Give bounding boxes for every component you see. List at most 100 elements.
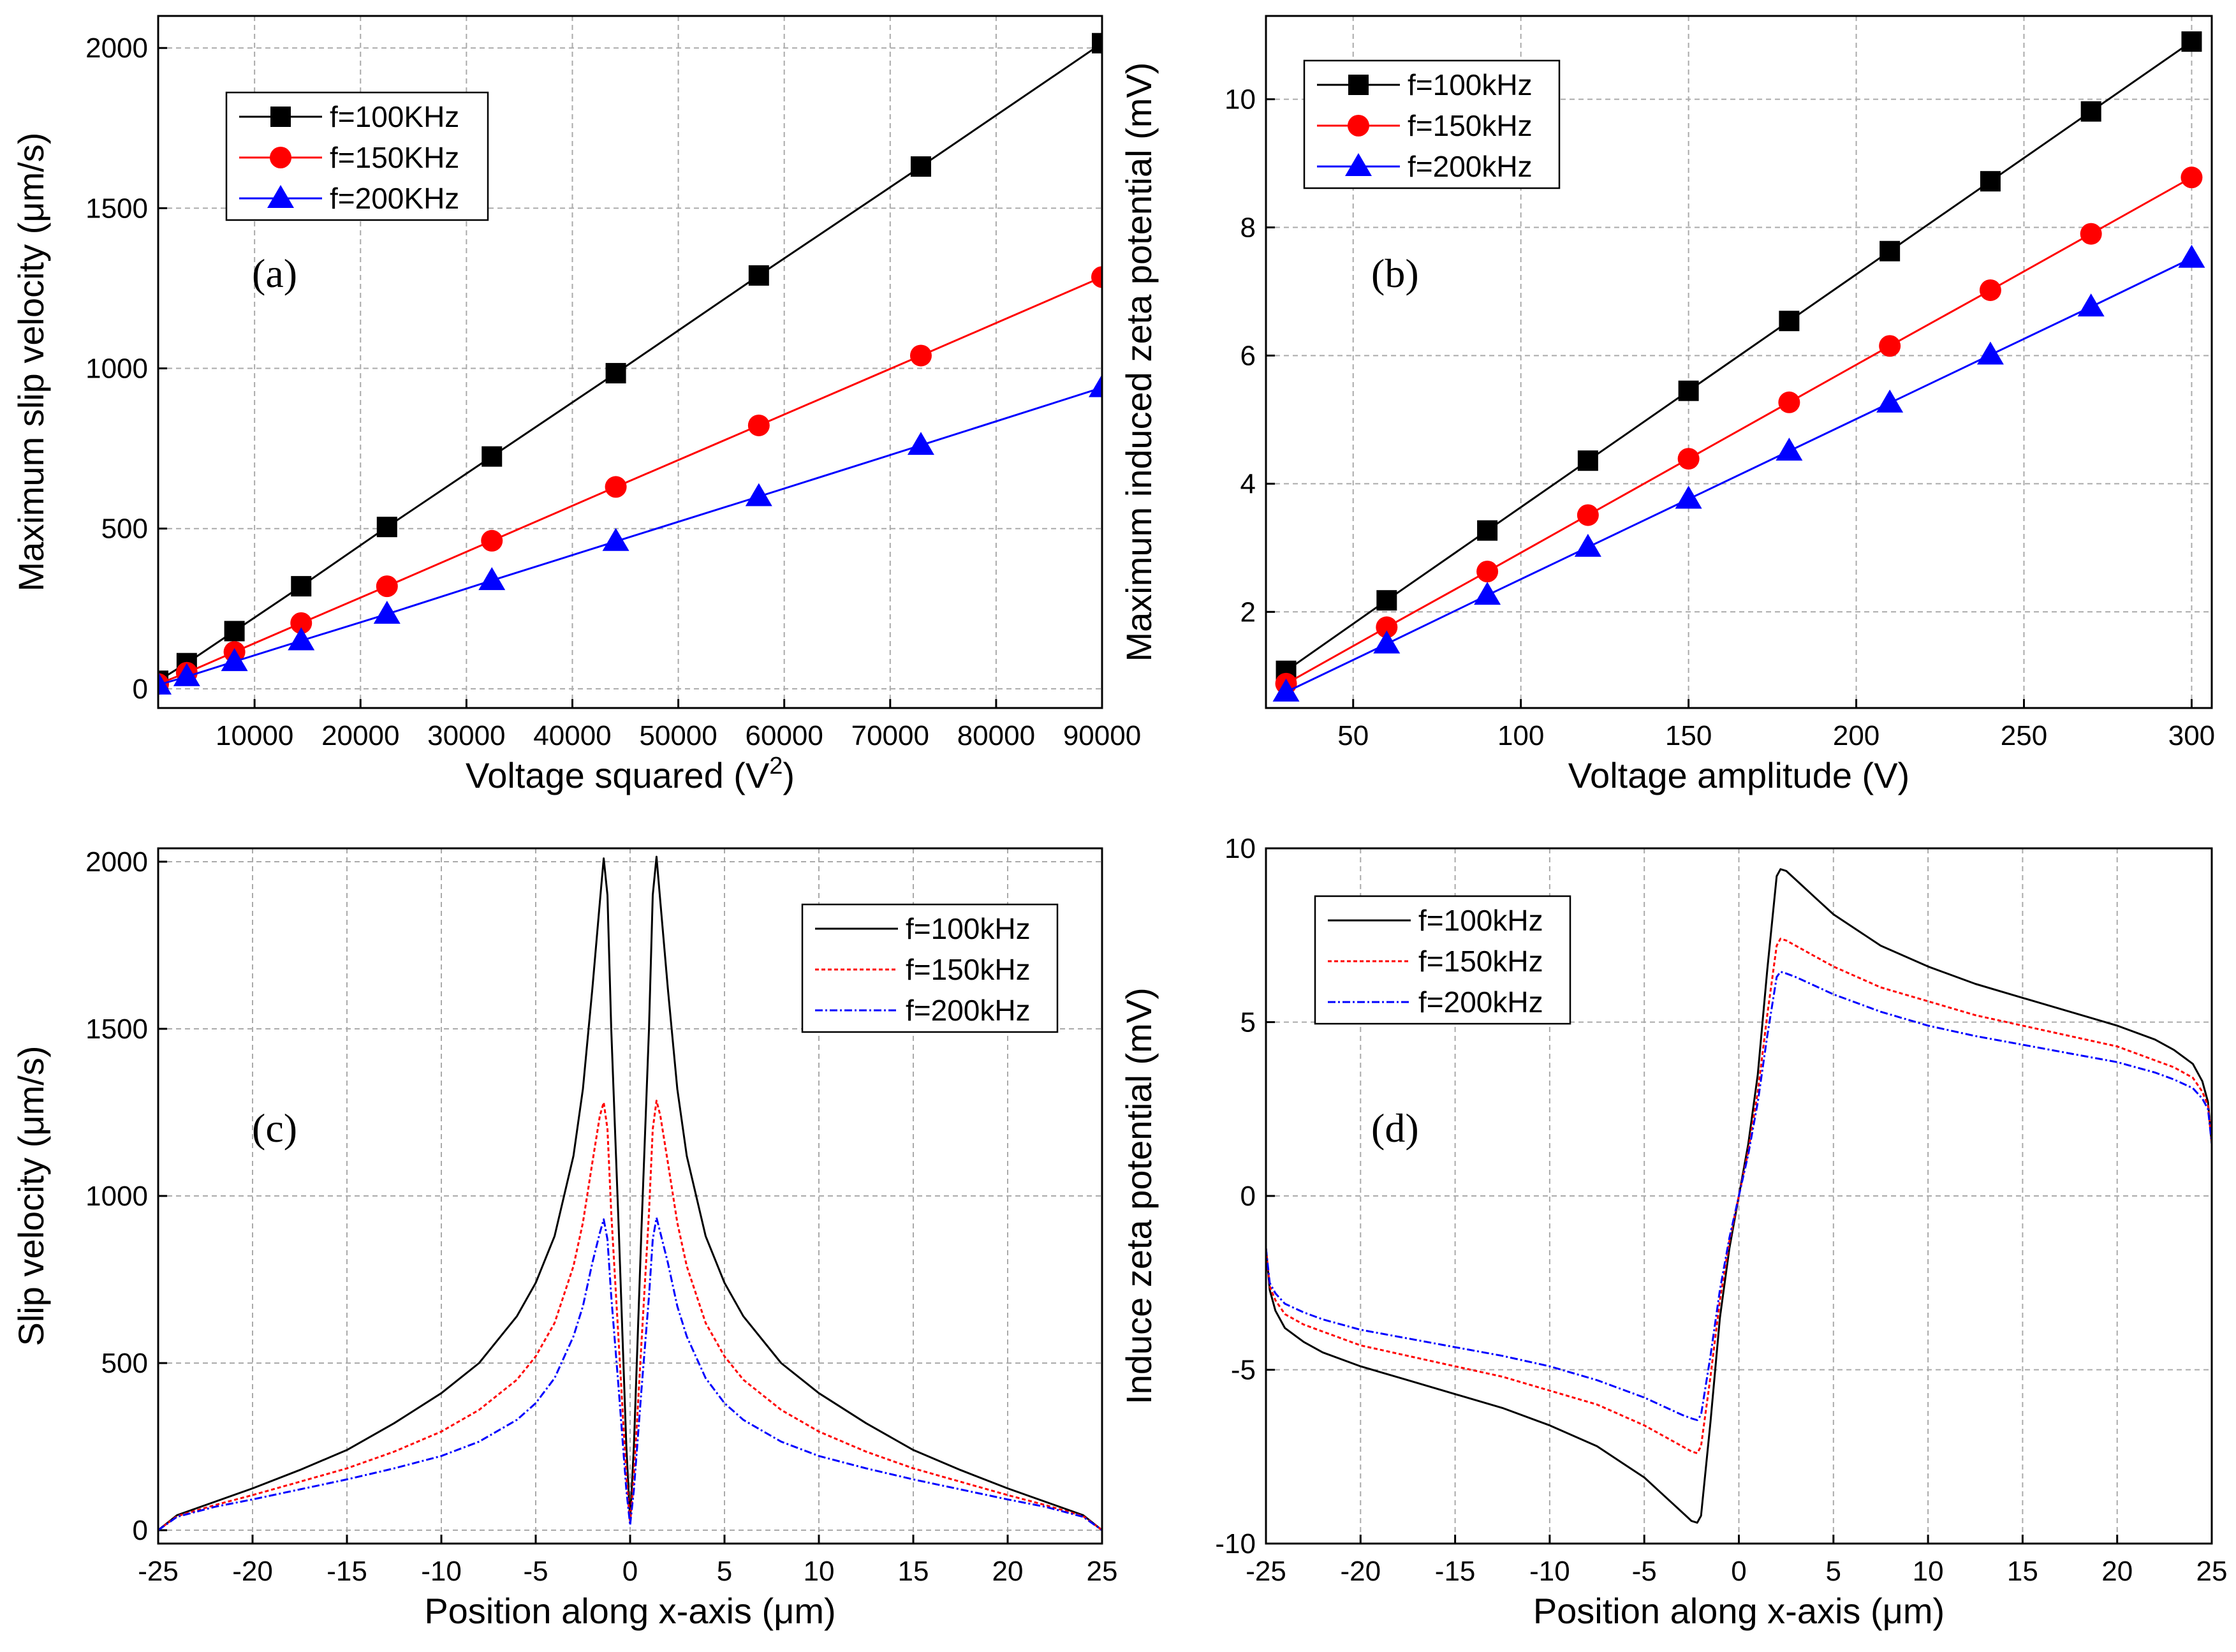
- legend-entry: f=150kHz: [1408, 109, 1533, 142]
- legend-entry: f=150kHz: [906, 953, 1031, 986]
- x-tick-label: 60000: [746, 720, 823, 751]
- y-tick-label: 1000: [85, 1181, 148, 1212]
- y-axis-label: Maximum slip velocity (μm/s): [11, 133, 51, 592]
- data-point: [909, 344, 932, 367]
- y-tick-label: 4: [1240, 468, 1256, 499]
- y-tick-label: 6: [1240, 340, 1256, 371]
- x-tick-label: 25: [1087, 1556, 1118, 1587]
- data-point: [1091, 266, 1102, 288]
- data-point: [288, 627, 315, 651]
- series-1: [158, 33, 1102, 691]
- x-tick-label: 300: [2168, 720, 2215, 751]
- x-tick-label: -10: [421, 1556, 462, 1587]
- data-point: [1089, 374, 1102, 397]
- y-tick-label: 2000: [85, 33, 148, 64]
- y-tick-label: 500: [101, 1348, 148, 1379]
- chart-a: 10000 20000 30000 40000 50000 60000 70000 80000…: [11, 15, 1141, 795]
- x-axis-label: Voltage squared (V2): [466, 753, 795, 795]
- data-point: [1577, 504, 1599, 526]
- series-line: [158, 387, 1102, 686]
- series-line: [1285, 176, 2193, 685]
- series-line: [1285, 40, 2193, 672]
- series-line: [158, 276, 1102, 685]
- legend-entry: f=200kHz: [1418, 985, 1543, 1019]
- chart-c: -25 -20 -15 -10 -5 0 5 10 15 20 25 0 500 1000 1500 2000…: [11, 846, 1117, 1631]
- x-axis-label: Voltage amplitude (V): [1568, 755, 1909, 795]
- x-tick-label: 10: [1913, 1556, 1944, 1587]
- data-point: [290, 612, 313, 634]
- y-tick-label: 5: [1240, 1007, 1256, 1038]
- data-point: [1376, 590, 1397, 611]
- data-point: [291, 576, 312, 597]
- y-tick-label: 8: [1240, 212, 1256, 244]
- data-point: [1879, 335, 1901, 357]
- series-line: [158, 1216, 1102, 1531]
- x-tick-label: 0: [622, 1556, 638, 1587]
- data-point: [1677, 448, 1700, 470]
- legend-marker: [270, 107, 291, 127]
- x-tick-label: 30000: [427, 720, 505, 751]
- y-tick-label: -5: [1231, 1355, 1256, 1386]
- y-tick-label: 2000: [85, 846, 148, 878]
- x-tick-label: -20: [232, 1556, 273, 1587]
- x-tick-label: -25: [138, 1556, 179, 1587]
- data-point: [376, 517, 397, 538]
- data-point: [481, 529, 503, 552]
- legend-marker: [1348, 115, 1369, 136]
- x-tick-label: 50: [1337, 720, 1369, 751]
- series-3: [158, 374, 1102, 695]
- x-tick-label: -15: [327, 1556, 367, 1587]
- series-3: [158, 1216, 1102, 1531]
- plot-frame: [157, 847, 1103, 1545]
- panel-label: (b): [1371, 251, 1419, 296]
- data-point: [1879, 240, 1901, 262]
- data-point: [1477, 520, 1498, 541]
- data-point: [173, 663, 200, 686]
- gridlines: [158, 16, 1102, 708]
- legend-entry: f=100kHz: [1418, 904, 1543, 937]
- series-line: [1266, 971, 2212, 1421]
- x-tick-label: 5: [1826, 1556, 1841, 1587]
- data-point: [1272, 678, 1300, 702]
- data-point: [376, 575, 398, 598]
- data-point: [907, 432, 934, 455]
- data-point: [1577, 450, 1598, 471]
- x-tick-label: 5: [717, 1556, 732, 1587]
- data-point: [602, 527, 629, 551]
- x-tick-label: 150: [1665, 720, 1712, 751]
- series-3: [1266, 971, 2212, 1421]
- x-tick-label: 15: [898, 1556, 929, 1587]
- data-point: [1474, 582, 1501, 605]
- x-tick-label: -20: [1341, 1556, 1381, 1587]
- plot-frame: [157, 15, 1103, 709]
- series-3: [1272, 244, 2205, 702]
- x-tick-label: 50000: [639, 720, 717, 751]
- gridlines: [1266, 848, 2212, 1544]
- x-tick-label: 25: [2196, 1556, 2228, 1587]
- x-tick-label: 40000: [533, 720, 611, 751]
- legend-entry: f=200KHz: [330, 182, 459, 215]
- data-point: [482, 446, 503, 467]
- data-point: [2178, 244, 2205, 268]
- x-tick-label: -25: [1246, 1556, 1286, 1587]
- data-point: [747, 414, 770, 436]
- legend-entry: f=200kHz: [1408, 150, 1533, 183]
- x-tick-label: 200: [1833, 720, 1879, 751]
- x-tick-label: 20: [2101, 1556, 2133, 1587]
- y-axis-label: Slip velocity (μm/s): [11, 1046, 51, 1346]
- series-2: [158, 266, 1102, 695]
- legend-entry: f=150KHz: [330, 141, 459, 174]
- data-point: [1574, 533, 1601, 557]
- y-tick-label: 0: [1240, 1181, 1256, 1212]
- y-tick-label: 10: [1225, 833, 1256, 864]
- legend: f=100kHz f=150kHz f=200kHz: [1303, 59, 1561, 189]
- data-point: [2181, 31, 2202, 52]
- legend: f=100KHz f=150KHz f=200KHz: [225, 91, 489, 221]
- legend-marker: [270, 147, 291, 168]
- data-point: [1979, 279, 2001, 301]
- x-tick-label: 15: [2007, 1556, 2038, 1587]
- data-point: [1678, 380, 1699, 401]
- x-tick-label: 70000: [851, 720, 929, 751]
- y-tick-label: 500: [101, 513, 148, 545]
